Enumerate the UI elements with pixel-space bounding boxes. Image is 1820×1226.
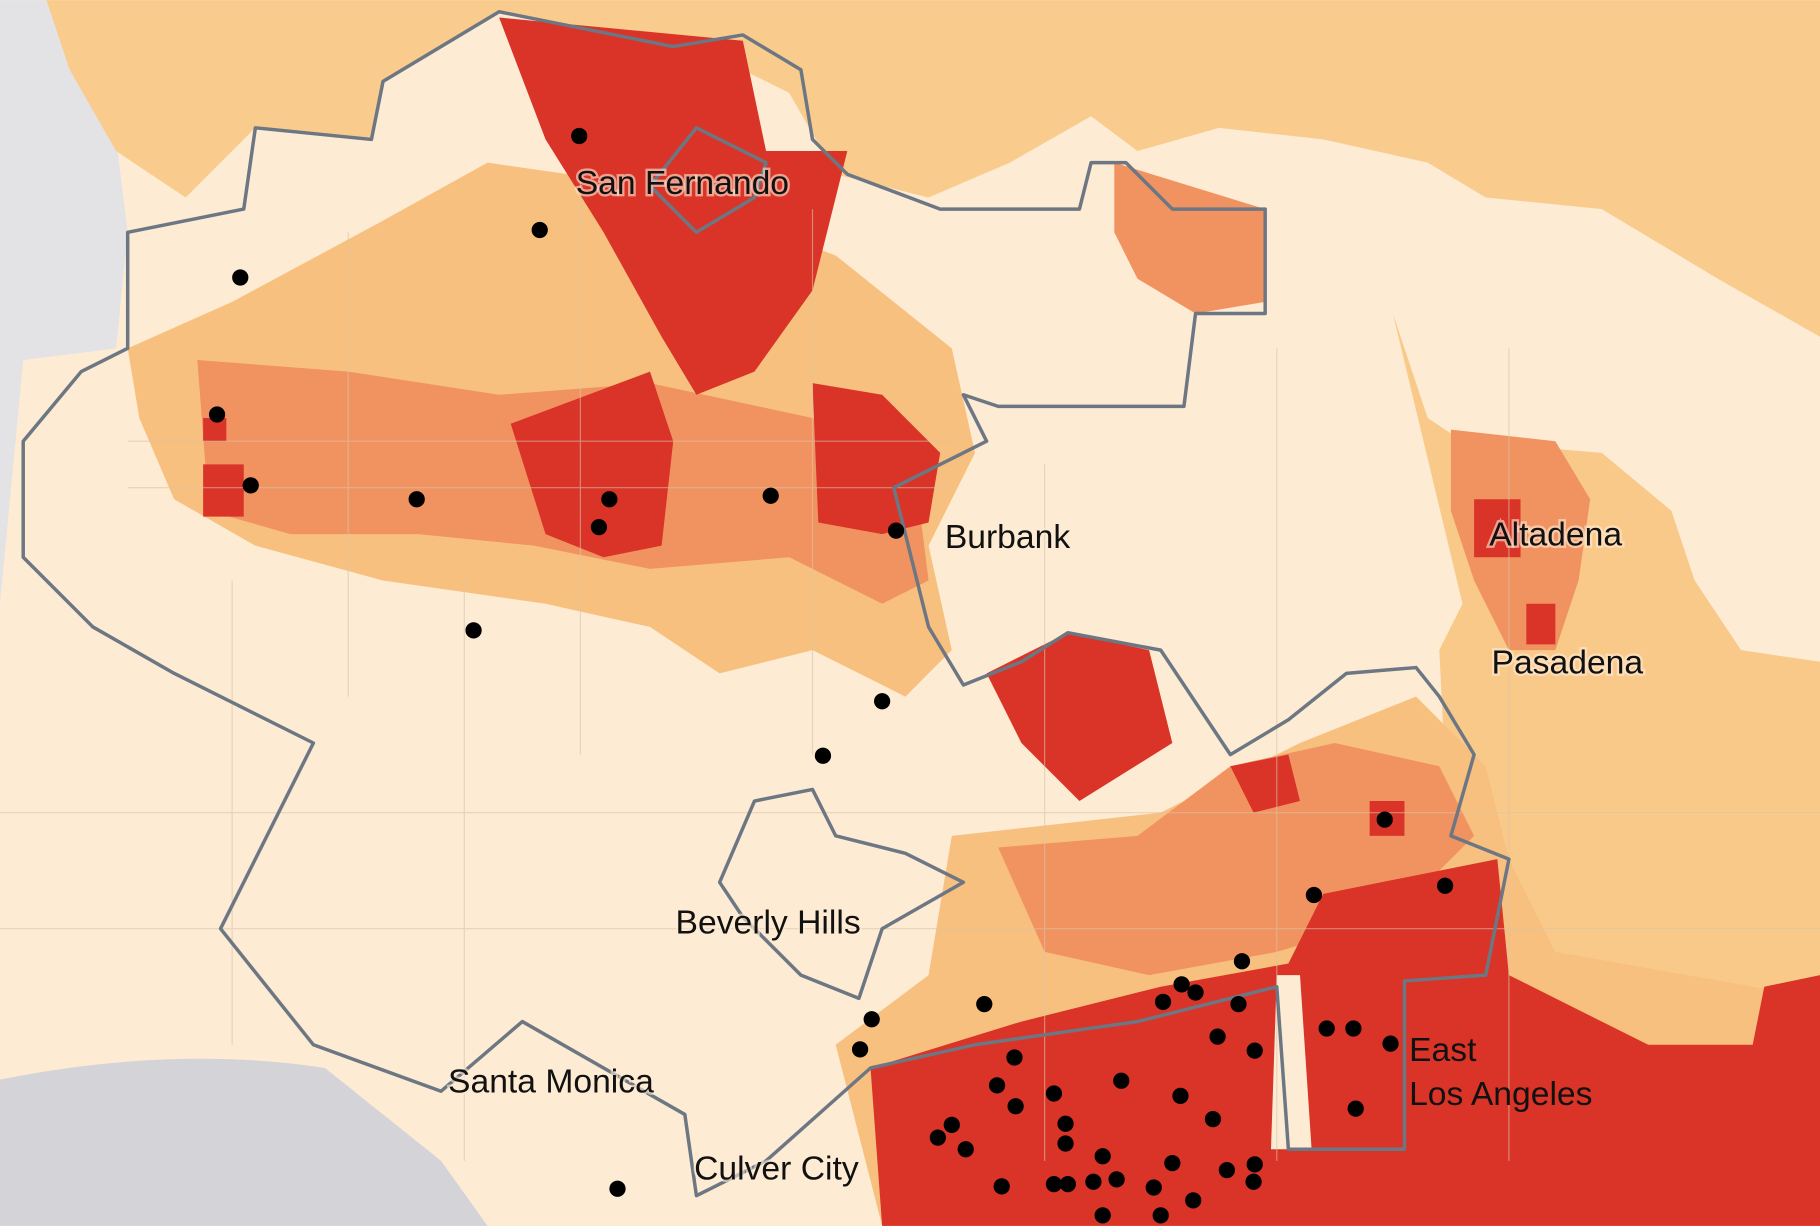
san-fernando-boundary	[648, 126, 768, 235]
place-label: San Fernando	[576, 165, 789, 202]
markers	[208, 127, 1454, 1224]
place-label: Altadena	[1489, 517, 1622, 554]
place-label: Beverly Hills	[676, 904, 861, 941]
red-area	[1230, 754, 1405, 836]
city-boundary	[21, 10, 1511, 1198]
place-label: Los Angeles	[1409, 1076, 1592, 1113]
tract-lines	[0, 174, 1820, 1161]
ocean	[0, 1058, 488, 1226]
san-fernando-red	[499, 17, 848, 395]
place-label: Pasadena	[1492, 644, 1644, 681]
red-area	[1474, 499, 1556, 645]
gap	[1270, 975, 1312, 1150]
south-red	[870, 859, 1820, 1226]
red-area	[510, 371, 674, 558]
mountains	[46, 0, 1820, 337]
glendale-red	[986, 632, 1173, 802]
place-label: East	[1409, 1032, 1477, 1069]
beverly-hills-boundary	[717, 787, 966, 1001]
north-area	[1114, 162, 1266, 314]
red-area	[203, 418, 244, 517]
place-label: Santa Monica	[448, 1063, 654, 1100]
gray-area	[0, 0, 128, 604]
place-label: Burbank	[945, 519, 1071, 556]
place-label: Culver City	[694, 1150, 859, 1187]
